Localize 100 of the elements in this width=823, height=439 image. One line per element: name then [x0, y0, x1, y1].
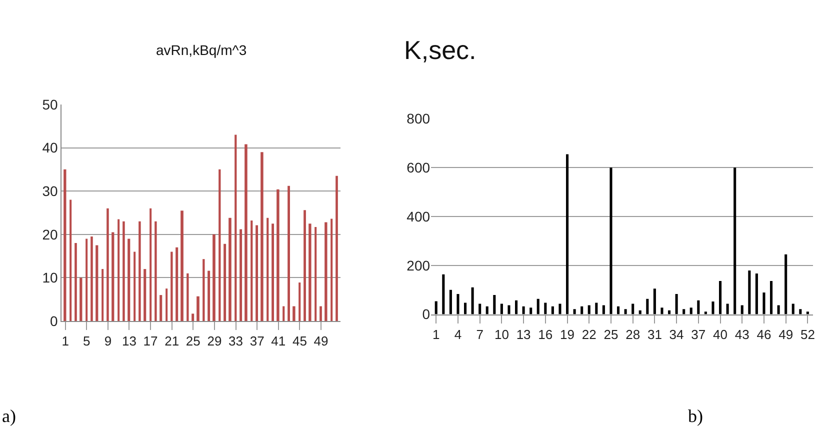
bar [106, 208, 109, 322]
bar [486, 306, 488, 314]
bar [118, 219, 120, 322]
bar [266, 218, 269, 322]
bar [64, 169, 66, 322]
bar [298, 282, 301, 322]
bar [704, 312, 707, 314]
bar [493, 294, 496, 314]
y-tick-label: 30 [42, 182, 58, 199]
bar [602, 305, 605, 314]
bar [170, 252, 173, 322]
bar [624, 309, 627, 314]
bar [770, 281, 773, 314]
bar [449, 290, 452, 314]
chart-title: K,sec. [404, 35, 476, 65]
bar [755, 273, 758, 314]
bar [508, 305, 510, 314]
bar [320, 306, 322, 322]
x-tick-label: 17 [143, 334, 158, 349]
bar [551, 306, 554, 314]
bar [154, 221, 157, 322]
y-tick-label: 50 [42, 96, 58, 112]
bar [726, 304, 729, 314]
bar [250, 220, 253, 322]
y-tick-label: 40 [42, 140, 58, 156]
bar [180, 210, 184, 322]
bar [112, 232, 114, 322]
bar [522, 306, 525, 314]
bar [102, 269, 104, 322]
x-tick-label: 37 [691, 326, 706, 342]
bar [144, 269, 146, 322]
x-tick-label: 9 [104, 334, 112, 349]
bar [616, 306, 620, 314]
bar [514, 300, 518, 314]
x-tick-label: 41 [271, 334, 286, 349]
x-tick-label: 43 [734, 326, 750, 342]
bar [90, 236, 93, 322]
x-tick-label: 28 [626, 326, 640, 342]
text: a) [2, 406, 16, 426]
bar [500, 304, 503, 314]
bar [74, 243, 77, 322]
y-tick-label: 200 [406, 257, 430, 274]
y-tick-label: 400 [406, 208, 430, 224]
bar [471, 287, 474, 314]
bar [777, 305, 780, 314]
bar [690, 308, 692, 314]
y-tick-label: 10 [42, 270, 58, 286]
bar [697, 300, 700, 314]
bar [308, 224, 312, 322]
bar [748, 270, 751, 314]
text: b) [688, 406, 703, 426]
x-tick-label: 5 [83, 334, 90, 349]
bar [632, 304, 634, 314]
bar [176, 247, 178, 322]
bar [530, 308, 532, 314]
bar [573, 309, 576, 314]
bar [740, 305, 744, 314]
x-tick-label: 16 [538, 326, 553, 342]
bar [442, 274, 445, 314]
bar [336, 176, 338, 322]
bar [128, 238, 130, 322]
bar [288, 186, 290, 322]
x-tick-label: 25 [186, 334, 200, 349]
bar [784, 254, 788, 314]
bar [272, 224, 274, 322]
bar [464, 302, 467, 314]
x-tick-label: 34 [669, 326, 684, 342]
bar [588, 305, 590, 314]
bar [138, 221, 141, 322]
bar [595, 302, 598, 314]
x-tick-label: 7 [476, 326, 484, 342]
bar [234, 134, 237, 322]
bar [330, 218, 333, 322]
bar [762, 292, 766, 314]
bar [122, 221, 125, 322]
y-tick-label: 20 [42, 226, 58, 242]
bar [544, 302, 547, 314]
bar [799, 309, 802, 314]
bar [434, 301, 438, 314]
bar [240, 229, 242, 322]
bar [166, 288, 168, 322]
bar [212, 234, 216, 322]
x-tick-label: 4 [454, 326, 462, 342]
bar [256, 225, 258, 322]
bar [80, 278, 82, 322]
bar [580, 306, 584, 314]
x-tick-label: 49 [778, 326, 794, 342]
bar [734, 168, 736, 314]
x-tick-label: 40 [713, 326, 728, 342]
bar [558, 304, 562, 314]
bar [218, 169, 221, 322]
bar [536, 298, 540, 314]
x-tick-label: 33 [228, 334, 244, 349]
bar [324, 222, 328, 322]
x-tick-label: 29 [207, 334, 222, 349]
x-tick-label: 25 [604, 326, 618, 342]
bar [160, 295, 162, 322]
bar [653, 288, 656, 314]
bar [244, 144, 248, 322]
bar [660, 308, 664, 314]
